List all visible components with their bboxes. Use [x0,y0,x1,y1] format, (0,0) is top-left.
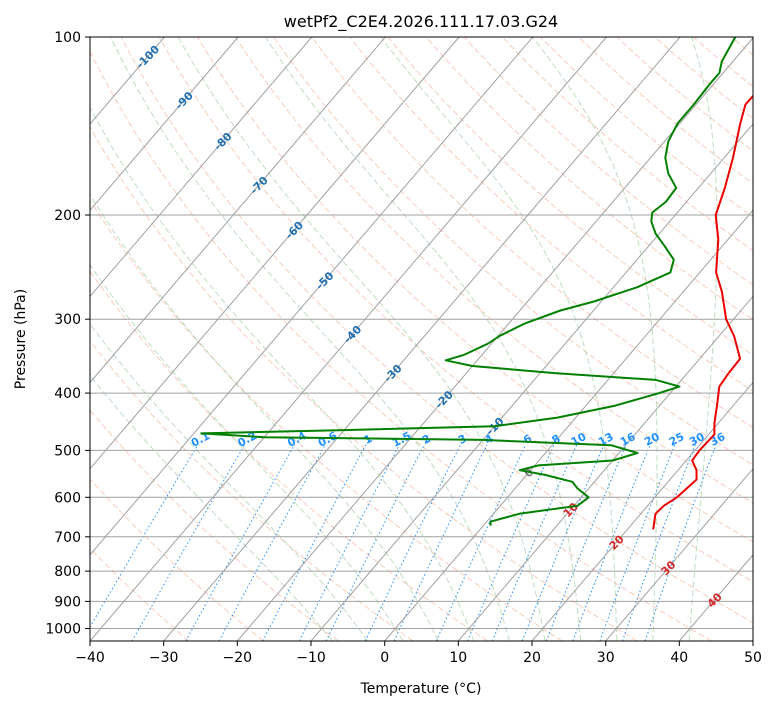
y-axis-label: Pressure (hPa) [13,289,29,389]
x-tick-label: 0 [380,650,389,666]
y-tick-label: 900 [54,594,81,610]
x-axis-label: Temperature (°C) [360,681,482,697]
x-tick-label: 10 [449,650,467,666]
x-tick-label: 50 [744,650,762,666]
x-tick-label: −30 [149,650,179,666]
x-tick-label: −10 [296,650,326,666]
y-tick-label: 1000 [45,622,81,638]
x-tick-label: 30 [597,650,615,666]
y-tick-label: 400 [54,386,81,402]
y-tick-label: 800 [54,564,81,580]
x-tick-label: −20 [223,650,253,666]
y-tick-label: 300 [54,312,81,328]
y-tick-label: 700 [54,530,81,546]
y-tick-label: 100 [54,30,81,46]
chart-title: wetPf2_C2E4.2026.111.17.03.G24 [284,12,558,32]
x-tick-label: 20 [523,650,541,666]
y-tick-label: 600 [54,490,81,506]
y-tick-label: 200 [54,208,81,224]
x-tick-label: −40 [75,650,105,666]
y-tick-label: 500 [54,443,81,459]
x-tick-label: 40 [670,650,688,666]
